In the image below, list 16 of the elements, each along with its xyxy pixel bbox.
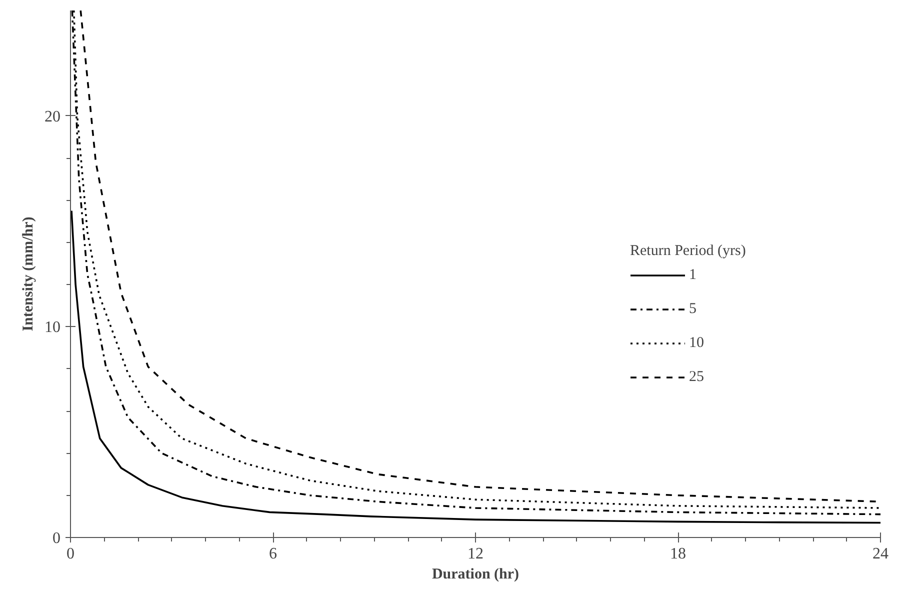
- x-tick-label: 24: [872, 546, 888, 562]
- x-axis-title: Duration (hr): [432, 566, 520, 582]
- y-tick-label: 20: [44, 108, 60, 126]
- legend-label: 25: [689, 368, 705, 386]
- legend-label: 5: [689, 300, 698, 318]
- line-series: [70, 210, 880, 524]
- y-tick-label: 0: [52, 530, 60, 547]
- x-tick-label: 12: [468, 546, 484, 562]
- x-tick-label: 18: [670, 546, 686, 562]
- y-axis-title: Intensity (mm/hr): [20, 216, 36, 332]
- x-tick-label: 6: [269, 546, 277, 562]
- legend-label: 10: [689, 334, 705, 352]
- y-tick-label: 10: [44, 319, 60, 336]
- x-tick-label: 0: [66, 546, 74, 562]
- legend-label: 1: [689, 266, 698, 284]
- legend-title: Return Period (yrs): [630, 243, 746, 260]
